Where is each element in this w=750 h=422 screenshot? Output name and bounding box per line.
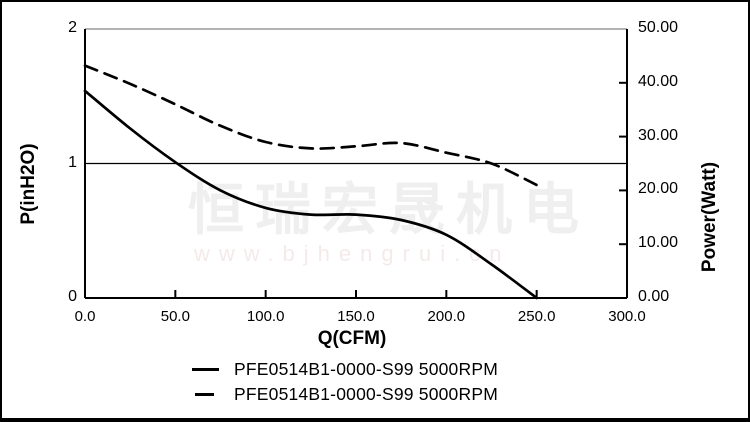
x-axis-tick-label: 200.0: [427, 308, 466, 325]
watermark-company-text: 恒瑞宏晟机电: [188, 178, 590, 241]
legend-label: PFE0514B1-0000-S99 5000RPM: [234, 359, 498, 379]
legend-item-2: PFE0514B1-0000-S99 5000RPM: [192, 382, 498, 407]
right-axis-tick-label: 0.00: [638, 288, 670, 305]
x-axis-tick-label: 250.0: [517, 308, 556, 325]
left-axis-tick-label: 1: [68, 153, 77, 171]
x-axis-tick-label: 0.0: [74, 308, 96, 325]
right-axis-tick-label: 50.00: [638, 19, 679, 36]
right-axis-tick-label: 30.00: [638, 126, 679, 144]
dashed-line-icon: [195, 393, 214, 396]
solid-line-icon: [192, 368, 219, 371]
legend-item-1: PFE0514B1-0000-S99 5000RPM: [192, 357, 498, 382]
curve-dashed-power: [83, 64, 539, 187]
curve-solid-pressure: [83, 89, 539, 300]
left-axis-tick-label: 0: [68, 288, 77, 305]
right-axis-tick-label: 10.00: [638, 234, 679, 252]
legend-swatch-dashed-line: [192, 393, 228, 396]
right-axis-title: Power(Watt): [699, 161, 720, 273]
x-axis-tick-label: 50.0: [160, 308, 190, 325]
right-axis-tick-label: 20.00: [638, 180, 679, 198]
x-axis-tick-label: 100.0: [246, 308, 285, 325]
legend: PFE0514B1-0000-S99 5000RPM PFE0514B1-0000…: [192, 357, 498, 407]
legend-swatch-solid-line: [192, 368, 228, 371]
watermark-website-text: www.bjhengrui.cn: [194, 241, 511, 266]
x-axis-tick-label: 300.0: [608, 308, 646, 325]
x-axis-title: Q(CFM): [317, 328, 387, 349]
right-axis-tick-label: 40.00: [638, 72, 679, 90]
x-axis-tick-label: 150.0: [337, 308, 375, 325]
left-axis-title: P(inH2O): [18, 143, 39, 225]
legend-label: PFE0514B1-0000-S99 5000RPM: [234, 384, 498, 404]
left-axis-tick-label: 2: [68, 19, 77, 36]
